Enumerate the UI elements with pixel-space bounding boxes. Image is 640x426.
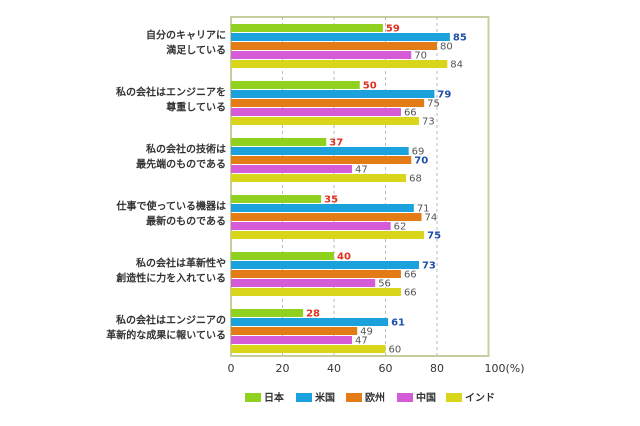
data-label: 47 (355, 336, 368, 347)
category-label: 最先端のものである (136, 158, 226, 171)
data-label: 47 (355, 165, 368, 176)
bar (231, 270, 401, 278)
x-tick-label: 60 (379, 362, 393, 375)
category-label: 最新のものである (146, 215, 226, 228)
data-label: 37 (329, 138, 343, 149)
category-label: 革新的な成果に報いている (106, 329, 226, 342)
data-label: 66 (404, 270, 417, 281)
legend-label: インド (465, 392, 495, 404)
bar (231, 288, 401, 296)
data-label: 59 (386, 24, 400, 35)
data-label: 35 (324, 195, 338, 206)
data-label: 71 (417, 204, 430, 215)
bar (231, 252, 334, 260)
bar (231, 279, 376, 287)
bar (231, 42, 437, 50)
legend-swatch (346, 393, 362, 402)
bar (231, 222, 391, 230)
data-label: 73 (422, 261, 436, 272)
category-label: 私の会社の技術は (145, 143, 226, 156)
bar (231, 309, 304, 317)
data-label: 70 (414, 51, 427, 62)
data-label: 66 (404, 108, 417, 119)
legend-label: 欧州 (365, 391, 385, 404)
bar (231, 261, 419, 269)
data-label: 73 (422, 117, 435, 128)
x-tick-label: 40 (327, 362, 341, 375)
data-label: 80 (440, 42, 453, 53)
data-label: 75 (427, 99, 440, 110)
category-label: 私の会社はエンジニアを (115, 86, 226, 99)
data-label: 50 (363, 81, 377, 92)
data-label: 69 (412, 147, 425, 158)
legend-label: 中国 (416, 391, 436, 404)
bar (231, 336, 353, 344)
bar (231, 108, 401, 116)
legend-swatch (296, 393, 312, 402)
data-label: 60 (389, 345, 402, 356)
legend-label: 日本 (264, 391, 285, 404)
legend-swatch (245, 393, 261, 402)
data-label: 75 (427, 231, 441, 242)
data-label: 68 (409, 174, 422, 185)
x-tick-label: 80 (430, 362, 444, 375)
data-label: 56 (378, 279, 391, 290)
data-label: 66 (404, 288, 417, 299)
bar (231, 318, 389, 326)
data-label: 85 (453, 33, 467, 44)
bar (231, 195, 322, 203)
data-label: 74 (425, 213, 438, 224)
category-label: 私の会社は革新性や (135, 257, 226, 270)
category-label: 私の会社はエンジニアの (115, 314, 226, 327)
bar (231, 24, 383, 32)
bar (231, 138, 327, 146)
data-label: 70 (414, 156, 428, 167)
category-label: 自分のキャリアに (146, 29, 226, 42)
data-label: 28 (306, 309, 320, 320)
category-label: 満足している (166, 44, 226, 57)
data-label: 61 (391, 318, 405, 329)
bar (231, 99, 425, 107)
bar (231, 327, 358, 335)
bar (231, 33, 450, 41)
bar (231, 117, 419, 125)
bar (231, 147, 409, 155)
category-label: 尊重している (166, 101, 226, 114)
bar (231, 231, 425, 239)
x-tick-label: 100(%) (485, 362, 525, 375)
data-label: 40 (337, 252, 351, 263)
x-tick-label: 20 (276, 362, 290, 375)
category-label: 仕事で使っている機器は (116, 200, 227, 213)
category-label: 創造性に力を入れている (115, 272, 226, 285)
bar (231, 174, 407, 182)
bar (231, 90, 435, 98)
data-label: 84 (450, 60, 463, 71)
legend-label: 米国 (315, 391, 335, 404)
data-label: 49 (360, 327, 373, 338)
plot-frame (230, 16, 490, 357)
bar (231, 204, 414, 212)
legend-swatch (446, 393, 462, 402)
bar (231, 345, 386, 353)
bar (231, 81, 360, 89)
bar (231, 156, 412, 164)
bar (231, 60, 448, 68)
legend-swatch (397, 393, 413, 402)
bar (231, 213, 422, 221)
bar (231, 51, 412, 59)
bar (231, 165, 353, 173)
data-label: 62 (394, 222, 407, 233)
x-tick-label: 0 (228, 362, 235, 375)
data-label: 79 (437, 90, 451, 101)
